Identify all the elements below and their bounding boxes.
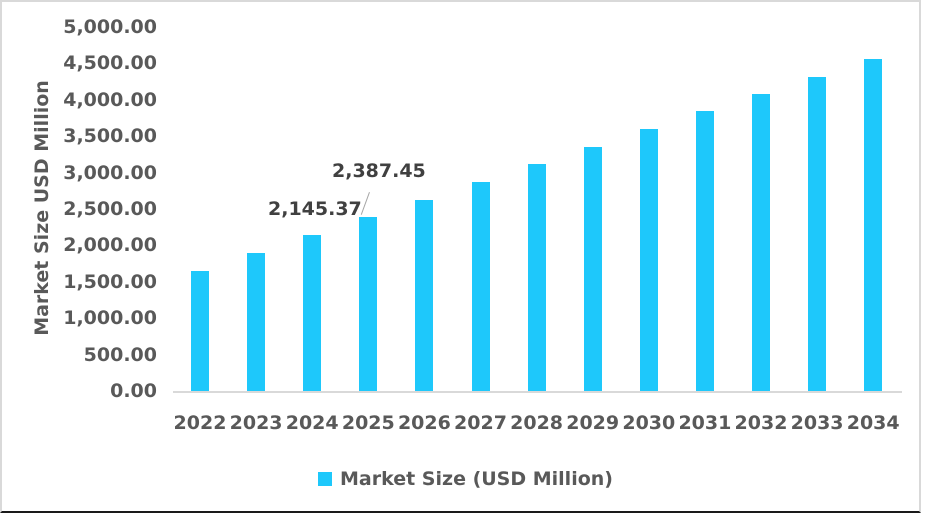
legend-label: Market Size (USD Million)	[340, 468, 613, 490]
y-tick-label: 0.00	[110, 380, 157, 402]
bar-2025[interactable]	[359, 217, 378, 391]
x-tick-label: 2023	[229, 412, 283, 434]
y-tick-label: 4,500.00	[63, 52, 157, 75]
bar-2032[interactable]	[752, 93, 770, 391]
bar-2022[interactable]	[191, 271, 209, 391]
x-tick-label: 2027	[454, 412, 507, 434]
bar-2030[interactable]	[639, 128, 658, 391]
x-tick-label: 2025	[341, 412, 395, 434]
bar-2027[interactable]	[471, 182, 490, 391]
x-tick-label: 2034	[846, 412, 900, 434]
y-tick-label: 4,000.00	[63, 88, 157, 111]
legend: Market Size (USD Million)	[318, 468, 613, 490]
x-tick-label: 2032	[734, 412, 788, 434]
x-tick-label: 2024	[285, 412, 339, 434]
data-label-2024: 2,145.37	[268, 198, 362, 220]
x-tick-label: 2030	[622, 412, 676, 434]
bar-2031[interactable]	[695, 111, 714, 391]
y-tick-label: 2,500.00	[63, 198, 157, 220]
x-tick-label: 2031	[678, 412, 732, 434]
bar-2029[interactable]	[583, 146, 602, 391]
y-tick-label: 3,500.00	[63, 125, 157, 148]
x-axis-line	[173, 391, 902, 393]
x-tick-label: 2026	[397, 412, 451, 434]
bar-2033[interactable]	[808, 76, 827, 391]
bar-2024[interactable]	[303, 234, 322, 391]
y-tick-label: 3,000.00	[63, 161, 157, 184]
legend-swatch-icon	[318, 472, 332, 486]
bar-2026[interactable]	[415, 199, 434, 391]
bar-2023[interactable]	[247, 253, 266, 391]
y-tick-label: 500.00	[83, 343, 157, 366]
y-tick-label: 1,000.00	[63, 307, 157, 330]
x-tick-label: 2022	[173, 412, 227, 434]
y-axis-label: Market Size USD Million	[31, 80, 53, 336]
bar-2034[interactable]	[864, 58, 883, 391]
y-tick-label: 2,000.00	[63, 234, 157, 257]
data-label-2025: 2,387.45	[332, 160, 426, 182]
x-tick-label: 2028	[510, 412, 564, 434]
x-tick-label: 2029	[566, 412, 620, 434]
y-tick-label: 5,000.00	[63, 16, 157, 38]
y-tick-label: 1,500.00	[63, 270, 157, 293]
x-tick-label: 2033	[790, 412, 844, 434]
bar-2028[interactable]	[527, 164, 546, 391]
